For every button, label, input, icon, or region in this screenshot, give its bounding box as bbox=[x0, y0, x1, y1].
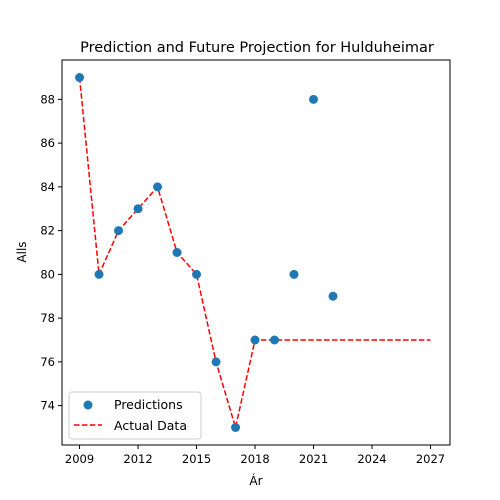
legend-label-actual-data: Actual Data bbox=[114, 418, 187, 433]
data-point-predictions bbox=[328, 291, 338, 301]
legend-box bbox=[68, 391, 202, 440]
x-axis-label: Ár bbox=[249, 473, 262, 488]
data-point-predictions bbox=[114, 226, 124, 236]
x-axis: 2009 2012 2015 2018 2021 2024 2027 bbox=[65, 445, 445, 466]
data-point-predictions bbox=[75, 73, 85, 82]
data-point-predictions bbox=[250, 335, 260, 345]
x-tick-label: 2009 bbox=[65, 452, 94, 466]
chart-title: Prediction and Future Projection for Hul… bbox=[80, 40, 434, 56]
plot-frame bbox=[61, 59, 451, 446]
y-tick-label: 82 bbox=[40, 224, 55, 238]
x-tick-label: 2015 bbox=[182, 452, 211, 466]
data-point-predictions bbox=[211, 357, 221, 367]
legend-label-predictions: Predictions bbox=[114, 397, 183, 412]
x-tick-label: 2018 bbox=[240, 452, 269, 466]
data-point-predictions bbox=[289, 269, 299, 279]
data-point-predictions bbox=[231, 423, 241, 432]
data-point-predictions bbox=[172, 248, 182, 257]
point-layer bbox=[75, 73, 338, 432]
y-tick-label: 80 bbox=[40, 267, 55, 281]
y-tick-label: 88 bbox=[40, 92, 55, 106]
legend: Predictions Actual Data bbox=[68, 391, 202, 440]
x-tick-label: 2012 bbox=[123, 452, 152, 466]
x-tick-label: 2027 bbox=[416, 452, 445, 466]
data-point-predictions bbox=[133, 204, 143, 214]
y-tick-label: 78 bbox=[40, 311, 55, 325]
y-tick-label: 76 bbox=[40, 355, 55, 369]
plot-area bbox=[61, 59, 451, 446]
y-tick-label: 84 bbox=[40, 180, 55, 194]
y-tick-label: 86 bbox=[40, 136, 55, 150]
data-point-predictions bbox=[192, 269, 202, 279]
x-tick-label: 2024 bbox=[357, 452, 386, 466]
data-point-predictions bbox=[309, 94, 319, 104]
y-axis-label: Alls bbox=[15, 241, 29, 262]
data-point-predictions bbox=[94, 269, 104, 279]
y-axis: 74 76 78 80 82 84 86 88 bbox=[40, 92, 62, 413]
data-point-predictions bbox=[153, 182, 163, 192]
legend-marker-predictions bbox=[83, 400, 93, 410]
x-tick-label: 2021 bbox=[299, 452, 328, 466]
y-tick-label: 74 bbox=[40, 399, 55, 413]
plot-background bbox=[62, 60, 450, 445]
data-point-predictions bbox=[270, 335, 280, 345]
